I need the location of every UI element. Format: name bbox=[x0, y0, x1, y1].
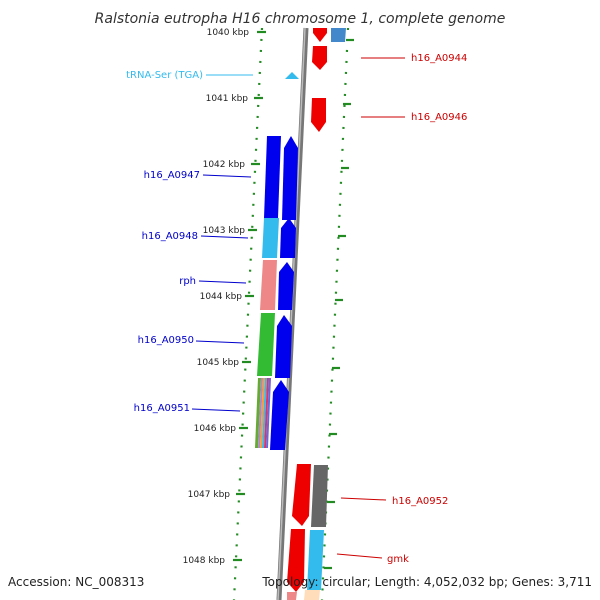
cds-arrow-rph[interactable] bbox=[278, 262, 294, 310]
leader-line bbox=[198, 280, 247, 284]
kbp-label: 1046 kbp bbox=[194, 424, 237, 434]
category-block-h16_A0951 bbox=[255, 378, 271, 448]
cds-arrow-gmk[interactable] bbox=[287, 529, 305, 592]
backbone-highlight bbox=[277, 27, 306, 600]
leader-line bbox=[195, 340, 245, 344]
category-block-h16_A0943 bbox=[331, 28, 346, 42]
category-block-rph bbox=[260, 260, 277, 310]
trna-marker[interactable] bbox=[285, 72, 299, 79]
cds-arrow-h16_A0950[interactable] bbox=[275, 315, 292, 378]
gene-label-h16_A0948[interactable]: h16_A0948 bbox=[142, 231, 198, 242]
inner-tick-ring bbox=[232, 27, 264, 600]
leader-line bbox=[336, 553, 383, 559]
kbp-label: 1043 kbp bbox=[203, 226, 246, 236]
category-block-h16_A0952 bbox=[311, 465, 328, 527]
kbp-label: 1044 kbp bbox=[200, 292, 243, 302]
category-block-gmk bbox=[307, 530, 324, 590]
gene-label-h16_A0952[interactable]: h16_A0952 bbox=[392, 496, 448, 507]
kbp-label: 1040 kbp bbox=[207, 28, 250, 38]
leader-line bbox=[340, 497, 387, 501]
kbp-label: 1048 kbp bbox=[183, 556, 226, 566]
cds-arrow-h16_A0943[interactable] bbox=[313, 28, 327, 42]
gene-label-h16_A0950[interactable]: h16_A0950 bbox=[138, 335, 194, 346]
major-ticks bbox=[233, 30, 354, 570]
cds-arrow-h16_A0952[interactable] bbox=[292, 464, 311, 526]
leader-line bbox=[200, 235, 249, 239]
cds-arrow-h16_A0947[interactable] bbox=[282, 136, 298, 220]
map-title: Ralstonia eutropha H16 chromosome 1, com… bbox=[95, 11, 506, 27]
category-block-h16_A0948 bbox=[262, 218, 279, 258]
gene-label-rph[interactable]: rph bbox=[179, 276, 196, 287]
leader-line bbox=[191, 408, 241, 412]
outer-tick-ring bbox=[320, 27, 350, 600]
kbp-label: 1047 kbp bbox=[188, 490, 231, 500]
gene-label-h16_A0951[interactable]: h16_A0951 bbox=[134, 403, 190, 414]
genome-summary-text: Topology: circular; Length: 4,052,032 bp… bbox=[261, 575, 592, 589]
category-block-partial bbox=[304, 590, 320, 600]
accession-text: Accession: NC_008313 bbox=[8, 575, 144, 589]
cds-arrow-h16_A0951[interactable] bbox=[270, 380, 289, 450]
leader-line bbox=[202, 174, 252, 178]
cds-arrow-partial[interactable] bbox=[287, 592, 297, 600]
cds-arrow-h16_A0948[interactable] bbox=[280, 218, 296, 258]
gene-label-trna-ser[interactable]: tRNA-Ser (TGA) bbox=[126, 70, 203, 81]
kbp-label: 1042 kbp bbox=[203, 160, 246, 170]
gene-label-h16_A0944[interactable]: h16_A0944 bbox=[411, 53, 467, 64]
cds-arrow-h16_A0946[interactable] bbox=[311, 98, 326, 132]
category-block-h16_A0950 bbox=[257, 313, 275, 376]
gene-label-h16_A0947[interactable]: h16_A0947 bbox=[144, 170, 200, 181]
category-block-h16_A0947 bbox=[264, 136, 281, 218]
kbp-label: 1045 kbp bbox=[197, 358, 240, 368]
gene-label-gmk[interactable]: gmk bbox=[387, 554, 409, 565]
cds-arrow-h16_A0944[interactable] bbox=[312, 46, 327, 70]
gene-label-h16_A0946[interactable]: h16_A0946 bbox=[411, 112, 467, 123]
genome-backbone bbox=[276, 27, 309, 600]
kbp-label: 1041 kbp bbox=[206, 94, 249, 104]
